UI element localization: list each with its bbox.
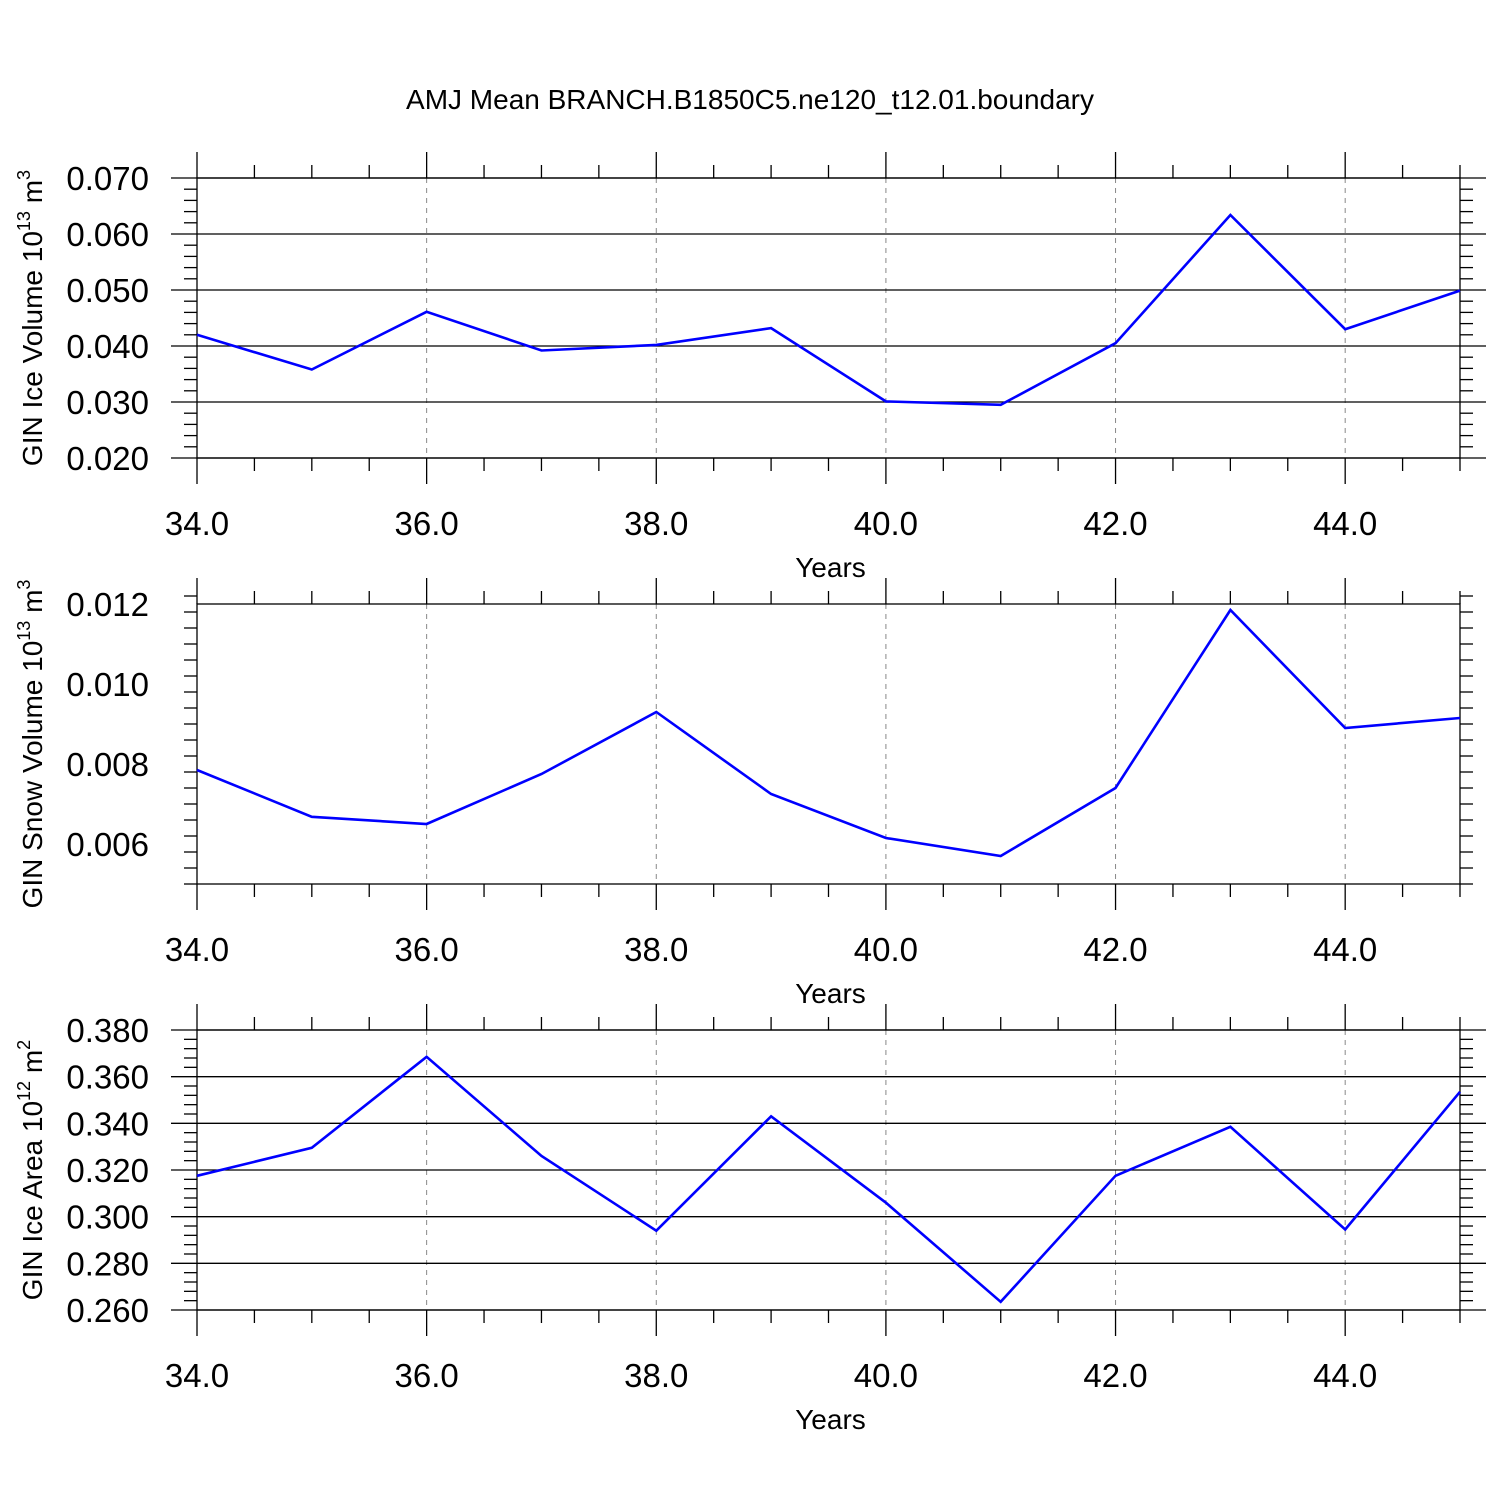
x-tick-label: 40.0 xyxy=(854,1357,918,1394)
y-tick-label: 0.340 xyxy=(66,1105,149,1142)
y-tick-label: 0.006 xyxy=(66,826,149,863)
y-tick-label: 0.040 xyxy=(66,328,149,365)
y-axis-label-unit: m xyxy=(17,1050,48,1081)
y-axis-label-unit-exponent: 2 xyxy=(14,1040,34,1050)
y-axis-label: GIN Ice Area 1012 m2 xyxy=(14,1040,48,1300)
x-tick-label: 36.0 xyxy=(395,1357,459,1394)
series-line xyxy=(197,610,1460,856)
plot-frame xyxy=(197,604,1460,884)
y-tick-label: 0.020 xyxy=(66,440,149,477)
y-tick-label: 0.070 xyxy=(66,160,149,197)
panel-3: 34.0 36.0 38.0 40.0 42.0 44.0 0.260 0.280 0.300 0… xyxy=(14,1004,1486,1435)
x-tick-label: 38.0 xyxy=(624,931,688,968)
y-tick-label: 0.360 xyxy=(66,1059,149,1096)
x-tick-label: 40.0 xyxy=(854,931,918,968)
y-tick-label: 0.012 xyxy=(66,586,149,623)
y-axis-label-exponent: 12 xyxy=(14,1081,34,1101)
y-axis-label: GIN Snow Volume 1013 m3 xyxy=(14,580,48,909)
x-tick-label: 44.0 xyxy=(1313,505,1377,542)
x-tick-label: 38.0 xyxy=(624,505,688,542)
chart-title: AMJ Mean BRANCH.B1850C5.ne120_t12.01.bou… xyxy=(0,84,1500,116)
x-tick-label: 34.0 xyxy=(165,1357,229,1394)
x-axis-label: Years xyxy=(795,1404,866,1435)
y-tick-label: 0.280 xyxy=(66,1245,149,1282)
y-axis-label-unit: m xyxy=(17,180,48,211)
panel-2: 34.0 36.0 38.0 40.0 42.0 44.0 0.006 0.008 0.010 0… xyxy=(14,578,1473,1009)
x-tick-label: 44.0 xyxy=(1313,931,1377,968)
x-tick-label: 34.0 xyxy=(165,505,229,542)
y-tick-label: 0.260 xyxy=(66,1292,149,1329)
y-axis-label-exponent: 13 xyxy=(14,621,34,641)
x-tick-label: 42.0 xyxy=(1083,931,1147,968)
x-tick-label: 34.0 xyxy=(165,931,229,968)
y-axis-label-exponent: 13 xyxy=(14,211,34,231)
series-line xyxy=(197,215,1460,405)
y-tick-label: 0.008 xyxy=(66,746,149,783)
y-tick-label: 0.320 xyxy=(66,1152,149,1189)
x-axis-label: Years xyxy=(795,552,866,583)
series-line xyxy=(197,1057,1460,1302)
y-tick-label: 0.380 xyxy=(66,1012,149,1049)
y-axis-label-unit-exponent: 3 xyxy=(14,170,34,180)
y-tick-label: 0.300 xyxy=(66,1199,149,1236)
y-axis-label-text: GIN Snow Volume 10 xyxy=(17,641,48,909)
x-tick-label: 40.0 xyxy=(854,505,918,542)
y-tick-label: 0.060 xyxy=(66,216,149,253)
x-tick-label: 36.0 xyxy=(395,505,459,542)
x-axis-label: Years xyxy=(795,978,866,1009)
x-tick-label: 44.0 xyxy=(1313,1357,1377,1394)
x-tick-label: 36.0 xyxy=(395,931,459,968)
panel-1: 34.0 36.0 38.0 40.0 42.0 44.0 0.020 0.030 0.040 0… xyxy=(14,152,1486,583)
y-axis-label-text: GIN Ice Area 10 xyxy=(17,1101,48,1300)
y-tick-label: 0.010 xyxy=(66,666,149,703)
y-axis-label-unit-exponent: 3 xyxy=(14,580,34,590)
y-axis-label: GIN Ice Volume 1013 m3 xyxy=(14,170,48,466)
y-axis-label-text: GIN Ice Volume 10 xyxy=(17,231,48,466)
x-tick-label: 38.0 xyxy=(624,1357,688,1394)
x-tick-label: 42.0 xyxy=(1083,505,1147,542)
plot-frame xyxy=(197,178,1460,458)
y-axis-label-unit: m xyxy=(17,590,48,621)
x-tick-label: 42.0 xyxy=(1083,1357,1147,1394)
y-tick-label: 0.030 xyxy=(66,384,149,421)
y-tick-label: 0.050 xyxy=(66,272,149,309)
